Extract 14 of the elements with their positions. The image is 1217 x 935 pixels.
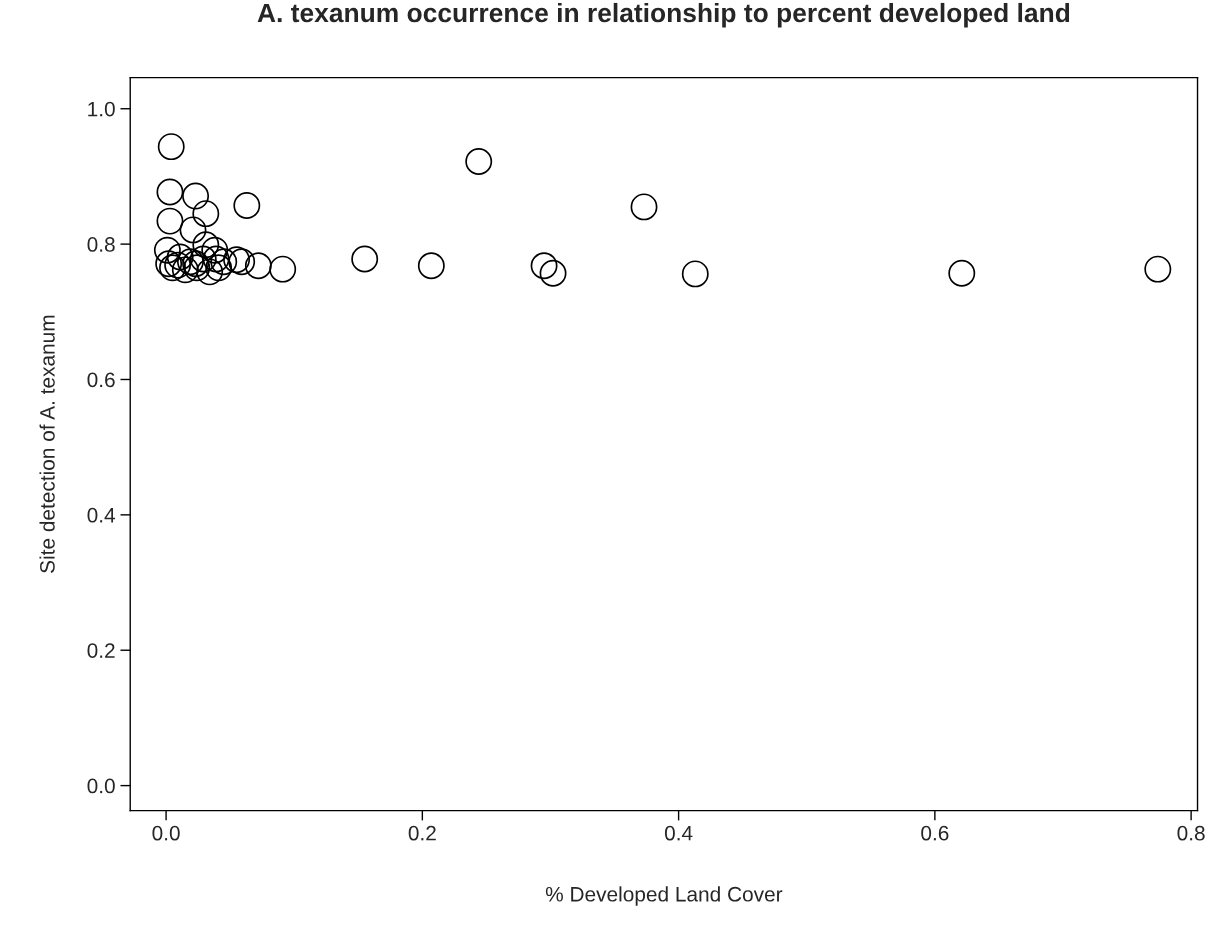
y-axis-title: Site detection of A. texanum [39, 315, 55, 573]
y-tick-label: 0.4 [87, 507, 116, 523]
y-tick-label: 0.6 [87, 372, 115, 388]
x-tick-label: 0.8 [1177, 825, 1205, 841]
x-tick-label: 0.6 [921, 825, 949, 841]
y-tick-label: 0.2 [87, 643, 115, 658]
x-axis-title: % Developed Land Cover [545, 886, 783, 906]
chart-title: A. texanum occurrence in relationship to percent developed land [257, 2, 1070, 28]
y-tick-label: 0.0 [87, 778, 115, 794]
y-tick-label: 1.0 [88, 101, 115, 117]
x-tick-label: 0.2 [408, 825, 436, 841]
x-tick-label: 0.0 [152, 825, 180, 841]
y-tick-label: 0.8 [87, 237, 115, 252]
x-tick-label: 0.4 [664, 825, 693, 841]
